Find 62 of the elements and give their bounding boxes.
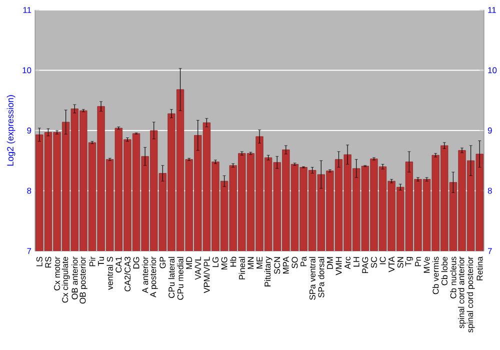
x-tick-label: SPa dorsal bbox=[318, 257, 324, 298]
y-tick-label: 9 bbox=[27, 128, 32, 134]
x-tick-label: Retina bbox=[476, 256, 483, 280]
x-tick-label: SC bbox=[370, 256, 377, 268]
x-tick-label: VA/VL bbox=[194, 256, 201, 280]
y2-tick-label: 9 bbox=[488, 128, 492, 134]
x-tick-label: LS bbox=[36, 256, 42, 266]
x-tick-label: Pir bbox=[89, 256, 96, 266]
x-tick-label: Tu bbox=[98, 257, 104, 266]
x-tick-label: DG bbox=[133, 257, 140, 268]
x-tick-label: Pituitary bbox=[264, 256, 272, 286]
x-tick-label: VTA bbox=[388, 256, 394, 272]
y-tick-label: 11 bbox=[23, 7, 32, 13]
x-tick-label: SPa ventral bbox=[309, 257, 316, 300]
y2-tick-label: 10 bbox=[488, 67, 497, 74]
x-tick-label: SO bbox=[292, 256, 298, 268]
x-tick-label: SN bbox=[397, 257, 404, 268]
x-tick-label: CPu lateral bbox=[168, 257, 175, 298]
x-tick-label: Cb vermis bbox=[432, 256, 439, 294]
x-tick-label: ventral S bbox=[106, 256, 113, 290]
x-tick-label: DM bbox=[327, 257, 333, 269]
x-tick-label: OB posterior bbox=[79, 256, 88, 304]
x-tick-label: Cb nucleus bbox=[450, 256, 456, 298]
y-axis-title: Log2 (expression) bbox=[6, 95, 16, 166]
x-tick-label: VMH bbox=[336, 257, 342, 276]
x-tick-label: Pn bbox=[415, 257, 421, 266]
x-tick-label: LH bbox=[353, 257, 360, 267]
x-tick-label: GP bbox=[160, 256, 166, 268]
x-tick-label: A posterior bbox=[150, 256, 158, 298]
x-tick-label: Arc bbox=[344, 256, 350, 270]
x-tick-label: LG bbox=[212, 257, 218, 268]
x-tick-label: Pineal bbox=[238, 257, 245, 280]
x-tick-label: MPA bbox=[283, 256, 289, 274]
x-tick-label: Cx motor bbox=[54, 256, 60, 290]
y-tick-label: 10 bbox=[22, 67, 32, 74]
x-tick-label: SCN bbox=[274, 257, 280, 274]
y-tick-label: 8 bbox=[27, 188, 32, 194]
x-tick-label: Tg bbox=[405, 256, 413, 266]
x-tick-label: A anterior bbox=[142, 256, 148, 294]
x-tick-label: MD bbox=[186, 256, 192, 269]
x-tick-label: MN bbox=[248, 257, 254, 269]
x-tick-label: CPu medial bbox=[177, 257, 184, 300]
y2-tick-label: 7 bbox=[488, 248, 492, 254]
x-tick-label: ME bbox=[256, 256, 262, 268]
y-tick-label: 7 bbox=[27, 248, 32, 254]
x-tick-label: CA2/CA3 bbox=[124, 256, 131, 292]
x-tick-label: RS bbox=[45, 256, 52, 268]
x-tick-label: MVe bbox=[424, 256, 430, 273]
x-tick-label: MG bbox=[221, 257, 228, 270]
x-tick-label: Hb bbox=[230, 256, 236, 267]
x-tick-label: Pa bbox=[300, 256, 306, 266]
y2-tick-label: 11 bbox=[488, 7, 496, 13]
x-tick-label: CA1 bbox=[116, 256, 122, 272]
x-tick-label: Cb lobe bbox=[441, 256, 448, 286]
x-tick-label: PAG bbox=[362, 257, 368, 274]
x-tick-label: VPM/VPL bbox=[204, 256, 210, 294]
x-tick-label: OB anterior bbox=[72, 256, 78, 300]
x-tick-label: spinal cord posterior bbox=[466, 256, 475, 332]
x-tick-label: IC bbox=[380, 256, 386, 264]
x-tick-label: spinal cord anterior bbox=[458, 256, 466, 328]
x-tick-label: Cx cingulate bbox=[62, 256, 70, 303]
y2-tick-label: 8 bbox=[488, 188, 492, 194]
